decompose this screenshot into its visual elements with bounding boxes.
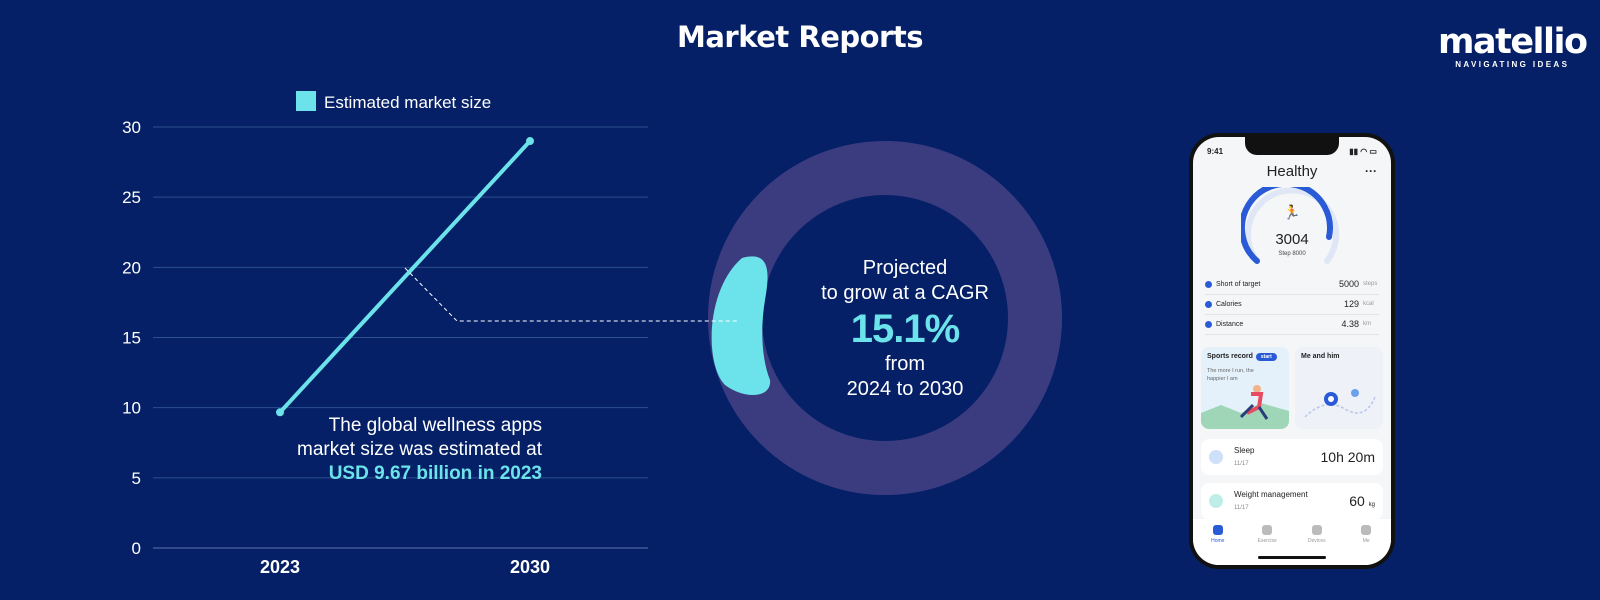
- brand-logo[interactable]: matellio NAVIGATING IDEAS: [1438, 22, 1588, 70]
- legend-label: Estimated market size: [324, 93, 491, 112]
- logo-wordmark: matellio: [1438, 22, 1588, 62]
- location-icon: [1205, 320, 1212, 328]
- flame-icon: [1205, 300, 1212, 308]
- step-goal: Step 8000: [1278, 251, 1306, 257]
- home-indicator: [1258, 556, 1326, 559]
- cagr-line-2: to grow at a CAGR: [821, 282, 989, 304]
- tab-devices[interactable]: Devices: [1302, 525, 1332, 565]
- logo-tagline: NAVIGATING IDEAS: [1455, 60, 1570, 69]
- connector-line: [404, 267, 738, 322]
- weight-row[interactable]: Weight management 11/17 60 kg: [1201, 483, 1383, 519]
- cagr-line-3: from: [885, 353, 925, 375]
- more-icon[interactable]: ···: [1365, 164, 1377, 178]
- step-gauge: 🏃: [1241, 187, 1339, 264]
- y-tick-label: 25: [122, 188, 141, 207]
- page-title: Market Reports: [677, 20, 923, 54]
- legend-swatch: [296, 91, 316, 111]
- runner-illustration: [1201, 385, 1289, 429]
- stat-row-calories[interactable]: Calories 129 kcal: [1205, 294, 1379, 315]
- step-count: 3004: [1275, 231, 1309, 248]
- data-point: [526, 137, 534, 146]
- y-tick-label: 5: [132, 469, 141, 488]
- start-button[interactable]: start: [1255, 353, 1277, 361]
- chart-caption: The global wellness apps market size was…: [250, 414, 542, 486]
- caption-line-2: market size was estimated at: [297, 439, 542, 460]
- status-bar: 9:41 ▮▮ ◠ ▭: [1207, 147, 1377, 156]
- phone-notch: [1245, 137, 1339, 155]
- me-and-him-card[interactable]: Me and him: [1295, 347, 1383, 429]
- caption-highlight: USD 9.67 billion in 2023: [328, 463, 542, 484]
- signal-icon: ▮▮ ◠ ▭: [1349, 147, 1377, 156]
- cagr-line-4: 2024 to 2030: [846, 378, 964, 400]
- sports-record-card[interactable]: Sports record start The more I run, the h…: [1201, 347, 1289, 429]
- moon-icon: [1209, 450, 1223, 464]
- y-tick-label: 15: [122, 329, 141, 348]
- status-time: 9:41: [1207, 147, 1224, 156]
- target-icon: [1205, 280, 1212, 288]
- app-title: Healthy: [1266, 163, 1318, 180]
- profile-icon: [1361, 525, 1372, 535]
- data-point: [276, 408, 284, 417]
- runner-icon: 🏃: [1283, 204, 1300, 220]
- watch-icon: [1311, 525, 1322, 535]
- cagr-callout: Projected to grow at a CAGR 15.1% from 2…: [795, 256, 1015, 402]
- caption-line-1: The global wellness apps: [328, 415, 542, 436]
- x-tick-label: 2023: [260, 557, 300, 577]
- tab-exercise[interactable]: Exercise: [1252, 525, 1282, 565]
- phone-mockup: 9:41 ▮▮ ◠ ▭ Healthy ··· 🏃 3004 Step 8000…: [1189, 133, 1395, 569]
- cagr-value: 15.1%: [850, 307, 960, 351]
- sleep-row[interactable]: Sleep 11/17 10h 20m: [1201, 439, 1383, 475]
- x-tick-label: 2030: [510, 557, 550, 577]
- ring-highlight: [711, 256, 771, 396]
- cagr-line-1: Projected: [862, 257, 948, 279]
- exercise-icon: [1262, 525, 1273, 535]
- stat-row-target[interactable]: Short of target 5000 steps: [1205, 274, 1379, 295]
- phone-screen: 9:41 ▮▮ ◠ ▭ Healthy ··· 🏃 3004 Step 8000…: [1193, 137, 1391, 565]
- y-tick-label: 20: [122, 258, 141, 277]
- home-icon: [1212, 525, 1223, 535]
- tab-home[interactable]: Home: [1203, 525, 1233, 565]
- y-tick-label: 10: [122, 399, 141, 418]
- map-pin-icon: [1304, 389, 1376, 418]
- y-tick-label: 0: [132, 539, 141, 558]
- tab-me[interactable]: Me: [1351, 525, 1381, 565]
- stat-row-distance[interactable]: Distance 4.38 km: [1205, 314, 1379, 335]
- series-line: [278, 139, 532, 414]
- y-tick-label: 30: [122, 118, 141, 137]
- scale-icon: [1209, 494, 1223, 508]
